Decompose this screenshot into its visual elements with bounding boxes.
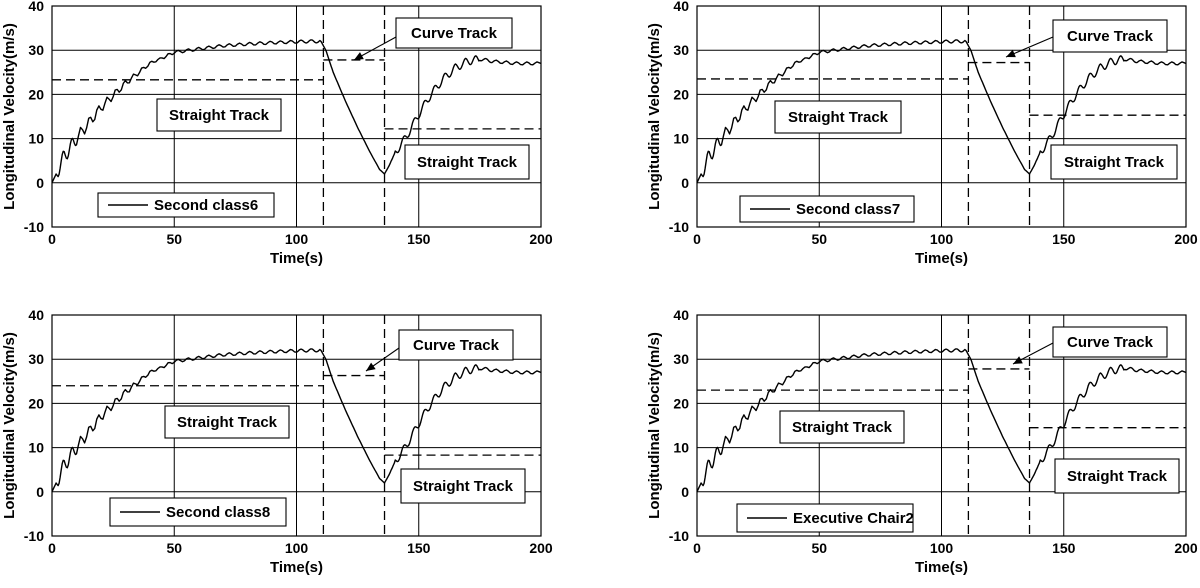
x-tick-label: 150 <box>407 231 431 247</box>
x-axis-label: Time(s) <box>270 250 323 267</box>
y-axis-label: Longitudinal Velocity(m/s) <box>1 332 18 519</box>
x-tick-label: 200 <box>529 540 553 556</box>
straight-track-annotation-left-label: Straight Track <box>177 414 278 431</box>
x-tick-label: 100 <box>285 540 309 556</box>
y-tick-label: 20 <box>673 395 689 411</box>
y-tick-label: -10 <box>24 528 44 544</box>
y-tick-label: 30 <box>673 42 689 58</box>
curve-track-arrowhead <box>354 52 364 60</box>
straight-track-annotation-left-label: Straight Track <box>788 109 889 126</box>
series-line <box>696 39 1187 184</box>
y-tick-label: 20 <box>28 86 44 102</box>
straight-track-annotation-right-box <box>404 144 530 180</box>
x-tick-label: 50 <box>166 540 182 556</box>
x-tick-label: 150 <box>1052 540 1076 556</box>
straight-track-annotation-left-box <box>779 410 905 444</box>
y-tick-label: -10 <box>24 219 44 235</box>
x-axis-label: Time(s) <box>915 250 968 267</box>
plot-frame <box>51 5 542 228</box>
curve-track-annotation-label: Curve Track <box>1067 28 1154 45</box>
straight-track-annotation-right-box <box>400 468 526 504</box>
y-axis-label: Longitudinal Velocity(m/s) <box>646 23 663 210</box>
series-line <box>696 348 1187 493</box>
straight-track-annotation-right-label: Straight Track <box>413 478 514 495</box>
y-tick-label: 0 <box>36 484 44 500</box>
straight-track-annotation-left-box <box>156 98 282 132</box>
y-tick-label: 40 <box>673 0 689 14</box>
y-tick-label: 40 <box>28 307 44 323</box>
curve-track-arrowhead <box>1006 49 1016 58</box>
legend-label: Executive Chair2 <box>793 510 914 527</box>
straight-track-annotation-left-label: Straight Track <box>169 107 270 124</box>
x-axis-label: Time(s) <box>915 559 968 576</box>
y-axis-label: Longitudinal Velocity(m/s) <box>1 23 18 210</box>
y-tick-label: 30 <box>28 351 44 367</box>
x-tick-label: 0 <box>693 540 701 556</box>
x-tick-label: 100 <box>930 231 954 247</box>
x-tick-label: 100 <box>285 231 309 247</box>
curve-track-annotation-box <box>1052 326 1168 358</box>
x-axis-label: Time(s) <box>270 559 323 576</box>
x-tick-label: 50 <box>811 231 827 247</box>
y-tick-label: 30 <box>28 42 44 58</box>
curve-track-arrowhead <box>366 362 376 371</box>
chart-panel-3: 0 50 100 150 200-10010203040Time(s)Longitudi… <box>1 307 553 576</box>
x-tick-label: 200 <box>529 231 553 247</box>
y-tick-label: 40 <box>673 307 689 323</box>
y-tick-label: -10 <box>669 528 689 544</box>
x-tick-label: 150 <box>407 540 431 556</box>
y-tick-label: 0 <box>681 484 689 500</box>
chart-panel-4: 0 50 100 150 200-10010203040Time(s)Longitudi… <box>646 307 1198 576</box>
x-tick-label: 0 <box>48 231 56 247</box>
y-tick-label: -10 <box>669 219 689 235</box>
series-line <box>51 39 542 184</box>
x-tick-label: 150 <box>1052 231 1076 247</box>
x-tick-label: 200 <box>1174 540 1198 556</box>
x-tick-label: 100 <box>930 540 954 556</box>
straight-track-annotation-right-label: Straight Track <box>1067 468 1168 485</box>
legend-label: Second class8 <box>166 504 270 521</box>
legend-label: Second class7 <box>796 201 900 218</box>
x-tick-label: 50 <box>166 231 182 247</box>
x-tick-label: 0 <box>693 231 701 247</box>
curve-track-annotation-label: Curve Track <box>411 25 498 42</box>
curve-track-annotation-box <box>398 329 514 361</box>
y-tick-label: 0 <box>681 175 689 191</box>
chart-panel-2: 0 50 100 150 200-10010203040Time(s)Longitudi… <box>646 0 1198 267</box>
y-tick-label: 10 <box>673 440 689 456</box>
x-tick-label: 0 <box>48 540 56 556</box>
straight-track-annotation-left-box <box>164 405 290 439</box>
y-tick-label: 20 <box>673 86 689 102</box>
x-tick-label: 50 <box>811 540 827 556</box>
x-tick-label: 200 <box>1174 231 1198 247</box>
straight-track-annotation-left-label: Straight Track <box>792 419 893 436</box>
curve-track-annotation-box <box>1052 19 1168 53</box>
plot-frame <box>696 314 1187 537</box>
straight-track-annotation-right-label: Straight Track <box>417 154 518 171</box>
curve-track-arrowhead <box>1013 356 1023 364</box>
y-tick-label: 30 <box>673 351 689 367</box>
curve-track-annotation-box <box>395 17 513 49</box>
y-tick-label: 10 <box>28 131 44 147</box>
plot-frame <box>51 314 542 537</box>
y-tick-label: 0 <box>36 175 44 191</box>
legend-label: Second class6 <box>154 197 258 214</box>
chart-panel-1: 0 50 100 150 200-10010203040Time(s)Longitudi… <box>1 0 553 267</box>
plot-frame <box>696 5 1187 228</box>
y-tick-label: 40 <box>28 0 44 14</box>
y-tick-label: 20 <box>28 395 44 411</box>
curve-track-annotation-label: Curve Track <box>1067 334 1154 351</box>
straight-track-annotation-right-box <box>1050 144 1178 180</box>
straight-track-annotation-right-box <box>1054 458 1180 494</box>
straight-track-annotation-left-box <box>774 100 902 134</box>
legend-box <box>109 497 287 527</box>
y-tick-label: 10 <box>28 440 44 456</box>
y-tick-label: 10 <box>673 131 689 147</box>
straight-track-annotation-right-label: Straight Track <box>1064 154 1165 171</box>
curve-track-annotation-label: Curve Track <box>413 337 500 354</box>
series-line <box>51 348 542 493</box>
y-axis-label: Longitudinal Velocity(m/s) <box>646 332 663 519</box>
